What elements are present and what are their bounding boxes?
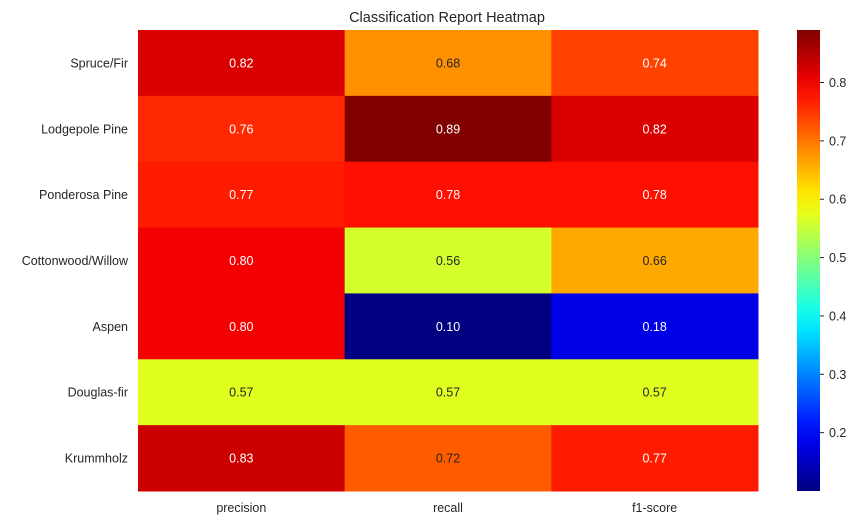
heatmap-cell-value: 0.57	[436, 386, 460, 400]
heatmap-cell	[344, 161, 552, 229]
heatmap-cell	[344, 293, 552, 360]
heatmap-cell-value: 0.77	[642, 452, 666, 466]
heatmap-cell-value: 0.57	[229, 386, 253, 400]
colorbar-tick-label: 0.5	[829, 251, 846, 265]
heatmap-cell-value: 0.77	[229, 188, 253, 202]
colorbar-tick-label: 0.3	[829, 368, 846, 382]
y-tick-label: Krummholz	[65, 452, 128, 466]
heatmap-cell	[551, 359, 759, 426]
chart-title: Classification Report Heatmap	[349, 10, 545, 26]
heatmap-cell	[138, 425, 346, 492]
colorbar-tick-label: 0.8	[829, 76, 846, 90]
heatmap-cell-value: 0.72	[436, 452, 460, 466]
heatmap-cell-value: 0.78	[642, 188, 666, 202]
colorbar-tick-label: 0.4	[829, 309, 846, 323]
colorbar-tick-label: 0.7	[829, 134, 846, 148]
heatmap-cell	[344, 227, 552, 294]
heatmap-cell	[344, 425, 552, 492]
heatmap-cell-value: 0.83	[229, 452, 253, 466]
heatmap-cell	[551, 425, 759, 492]
y-tick-label: Cottonwood/Willow	[22, 254, 129, 268]
y-axis-tick-labels: Spruce/Fir Lodgepole Pine Ponderosa Pine Co…	[22, 56, 129, 465]
y-tick-label: Douglas-fir	[68, 386, 128, 400]
heatmap-cells	[138, 30, 759, 492]
heatmap-cell	[138, 161, 346, 229]
colorbar-gradient	[797, 30, 820, 491]
heatmap-cell	[551, 30, 759, 97]
heatmap-cell	[138, 293, 346, 360]
heatmap-cell-value: 0.57	[642, 386, 666, 400]
x-tick-label: f1-score	[632, 501, 677, 515]
colorbar-tick-label: 0.6	[829, 193, 846, 207]
heatmap-cell	[138, 227, 346, 294]
y-tick-label: Spruce/Fir	[70, 56, 128, 70]
heatmap-cell-value: 0.66	[642, 254, 666, 268]
heatmap-cell-labels: 0.82 0.68 0.74 0.76 0.89 0.82 0.77 0.78 0.78 0.80…	[229, 56, 667, 465]
x-tick-label: precision	[216, 501, 266, 515]
heatmap-cell-value: 0.18	[642, 320, 666, 334]
heatmap-cell	[138, 95, 346, 163]
y-tick-label: Lodgepole Pine	[41, 122, 128, 136]
y-tick-label: Ponderosa Pine	[39, 188, 128, 202]
heatmap-cell-value: 0.74	[642, 56, 666, 70]
heatmap-cell	[138, 359, 346, 426]
heatmap-cell	[138, 30, 346, 97]
heatmap-cell	[344, 359, 552, 426]
colorbar-tick-label: 0.2	[829, 426, 846, 440]
y-tick-label: Aspen	[93, 320, 128, 334]
heatmap-cell-value: 0.10	[436, 320, 460, 334]
colorbar: 0.2 0.3 0.4 0.5 0.6 0.7 0.8	[797, 30, 846, 491]
heatmap-cell-value: 0.82	[229, 56, 253, 70]
heatmap-cell-value: 0.56	[436, 254, 460, 268]
heatmap-cell	[344, 95, 552, 163]
heatmap-cell-value: 0.80	[229, 254, 253, 268]
heatmap-cell	[551, 293, 759, 360]
x-axis-tick-labels: precision recall f1-score	[216, 501, 677, 515]
heatmap-cell	[551, 95, 759, 163]
heatmap-cell-value: 0.80	[229, 320, 253, 334]
heatmap-cell-value: 0.76	[229, 122, 253, 136]
heatmap-cell-value: 0.68	[436, 56, 460, 70]
heatmap-cell-value: 0.78	[436, 188, 460, 202]
heatmap-cell	[344, 30, 552, 97]
heatmap-cell-value: 0.89	[436, 122, 460, 136]
heatmap-cell	[551, 227, 759, 294]
heatmap-cell	[551, 161, 759, 229]
x-tick-label: recall	[433, 501, 463, 515]
heatmap-cell-value: 0.82	[642, 122, 666, 136]
